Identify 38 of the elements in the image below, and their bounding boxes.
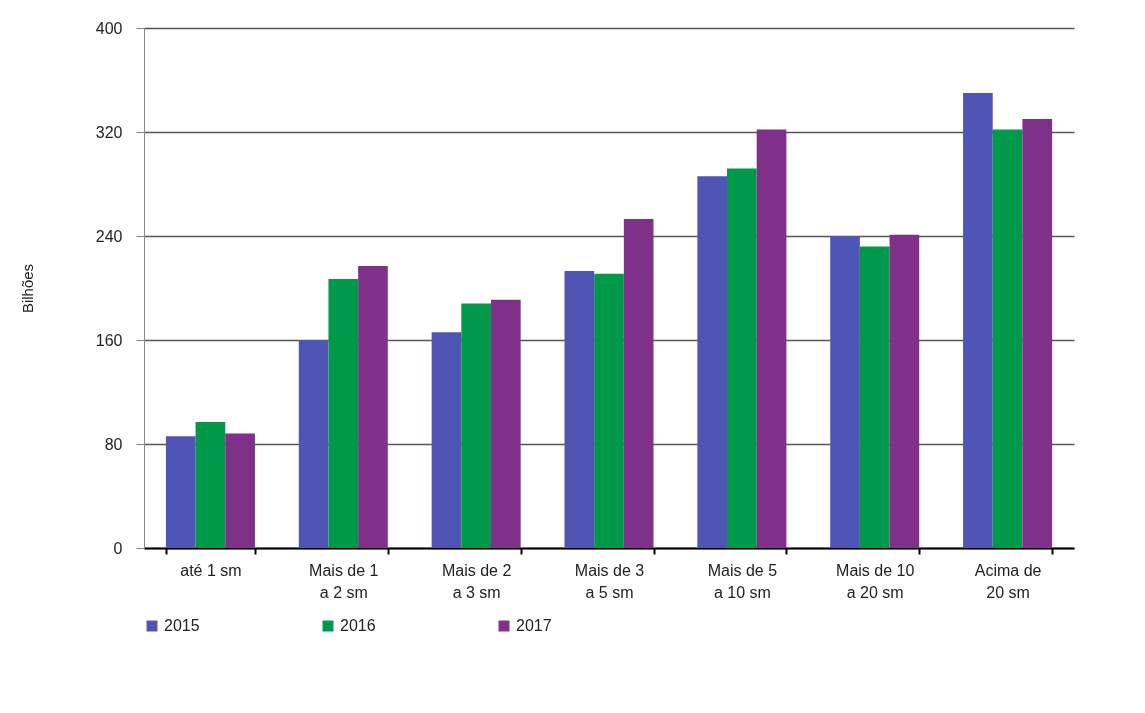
legend-label: 2016	[340, 617, 376, 634]
bar	[963, 93, 993, 548]
bar	[697, 176, 728, 548]
y-axis-title: Bilhões	[18, 263, 36, 314]
bar	[992, 129, 1023, 548]
x-tick-label: Mais de 3 a 5 sm	[574, 561, 645, 601]
bar	[195, 421, 226, 548]
legend-label: 2017	[516, 617, 552, 634]
bar	[594, 273, 624, 548]
bar	[830, 236, 860, 548]
x-tick-label: até 1 sm	[180, 561, 242, 579]
bar	[859, 246, 890, 548]
bar	[298, 340, 329, 548]
bar	[358, 265, 388, 548]
bar	[225, 433, 255, 548]
x-tick-label: Mais de 2 a 3 sm	[441, 561, 512, 601]
bar	[1022, 119, 1053, 548]
x-tick-label: Mais de 5 a 10 sm	[707, 561, 778, 601]
bar	[431, 332, 462, 548]
y-tick-label: 80	[104, 435, 123, 453]
bar	[461, 303, 491, 548]
y-tick-label: 320	[95, 123, 123, 141]
bar	[165, 436, 196, 548]
bar	[490, 299, 521, 548]
x-tick-label: Mais de 10 a 20 sm	[836, 561, 915, 601]
bar	[889, 234, 920, 548]
x-tick-label: Mais de 1 a 2 sm	[309, 561, 379, 601]
bar	[727, 168, 757, 548]
bar	[623, 219, 654, 548]
x-tick-label: Acima de 20 sm	[974, 561, 1042, 601]
bar	[564, 271, 595, 548]
y-tick-label: 240	[95, 227, 123, 245]
legend-label: 2015	[164, 617, 200, 634]
y-tick-label: 0	[113, 539, 123, 557]
y-tick-label: 400	[95, 19, 123, 37]
bar	[328, 278, 359, 548]
bar	[756, 129, 787, 548]
y-tick-label: 160	[95, 331, 123, 349]
